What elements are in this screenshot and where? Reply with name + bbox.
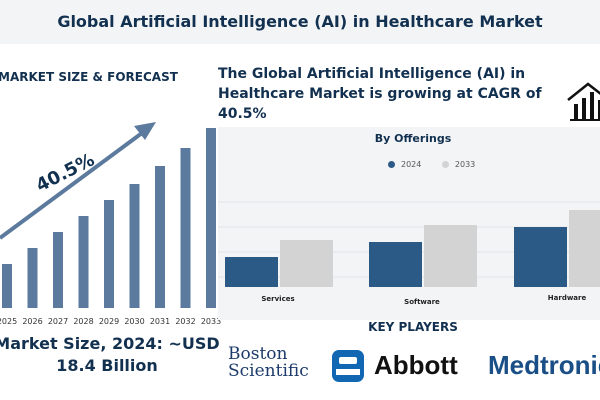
growth-arrow-line: [0, 131, 144, 240]
forecast-bar: [180, 148, 191, 308]
abbott-mark-icon: [332, 350, 364, 382]
offerings-panel: [218, 127, 600, 320]
forecast-bar: [155, 166, 165, 308]
offering-bar-2024: [369, 242, 422, 287]
offerings-bar-chart: Services Software Hardware: [218, 201, 600, 306]
offering-category-label: Services: [261, 295, 294, 303]
offering-bar-2024: [514, 227, 567, 287]
forecast-year-label: 2032: [175, 317, 195, 326]
forecast-year-label: 2028: [73, 317, 93, 326]
forecast-bar: [104, 200, 114, 308]
legend-item-2024: 2024: [388, 160, 421, 169]
growth-arrow-head: [134, 122, 156, 140]
forecast-year-label: 2027: [48, 317, 68, 326]
forecast-bar: [78, 216, 89, 308]
forecast-bar: [129, 184, 140, 308]
market-size-line-2: 18.4 Billion: [56, 356, 158, 375]
boston-logo-line-2: Scientific: [228, 361, 309, 381]
forecast-bar: [2, 264, 12, 308]
boston-scientific-logo: Boston Scientific: [228, 346, 309, 380]
forecast-bar: [206, 128, 216, 308]
legend-swatch-2024: [388, 161, 395, 168]
page-title: Global Artificial Intelligence (AI) in H…: [57, 12, 543, 31]
offering-bar-2024: [225, 257, 278, 287]
abbott-wordmark: Abbott: [374, 350, 458, 380]
legend-item-2033: 2033: [441, 160, 476, 169]
market-size-text: Market Size, 2024: ~USD 18.4 Billion: [0, 333, 220, 377]
offerings-title: By Offerings: [374, 132, 452, 145]
forecast-heading: MARKET SIZE & FORECAST: [0, 70, 178, 84]
legend-label-2024: 2024: [401, 160, 422, 169]
offering-bar-2033: [424, 225, 477, 287]
offerings-legend: 2024 2033: [388, 160, 493, 174]
legend-swatch-2033: [441, 161, 449, 168]
forecast-year-label: 2033: [201, 317, 221, 326]
forecast-year-label: 2025: [0, 317, 17, 326]
forecast-year-label: 2026: [22, 317, 42, 326]
medtronic-logo: Medtronic: [488, 350, 600, 380]
offering-bar-2033: [569, 210, 600, 287]
key-players-title: KEY PLAYERS: [368, 320, 458, 334]
legend-label-2033: 2033: [454, 160, 476, 169]
market-size-line-1: Market Size, 2024: ~USD: [0, 334, 220, 353]
offering-category-label: Hardware: [548, 294, 587, 302]
forecast-bar: [27, 248, 38, 308]
forecast-bar: [53, 232, 63, 308]
forecast-year-label: 2031: [150, 317, 170, 326]
forecast-bar-chart: 20252026202720282029203020312032203340.5…: [0, 122, 221, 326]
cagr-statement: The Global Artificial Intelligence (AI) …: [218, 66, 542, 122]
offering-bar-2033: [280, 240, 333, 287]
offering-category-label: Software: [404, 298, 440, 306]
forecast-year-label: 2030: [124, 317, 144, 326]
title-bar: [0, 0, 600, 44]
house-chart-icon: [567, 82, 600, 121]
forecast-year-label: 2029: [99, 317, 119, 326]
boston-logo-line-1: Boston: [228, 344, 288, 364]
